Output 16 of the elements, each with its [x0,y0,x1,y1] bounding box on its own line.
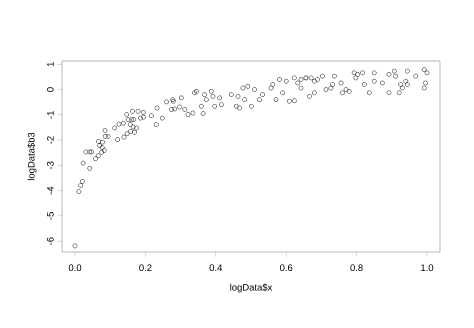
y-tick-label: 1 [47,62,54,66]
y-tick-label: -4 [47,186,54,194]
x-tick-label: 0.0 [68,264,82,272]
x-tick-label: 0.6 [280,264,292,272]
y-tick-label: -5 [47,212,54,220]
x-tick-label: 0.4 [210,264,222,272]
x-axis-title: logData$x [230,284,272,293]
x-tick-label: 0.8 [350,264,363,272]
x-tick-label: 0.2 [139,264,152,272]
y-tick-label: -3 [46,162,54,170]
y-tick-label: 0 [46,87,54,92]
y-tick-label: -1 [47,111,54,119]
x-tick-label: 1.0 [421,264,434,272]
y-axis-title: logData$b3 [27,132,36,180]
y-tick-label: -6 [46,237,54,245]
y-tick-label: -2 [47,136,54,144]
